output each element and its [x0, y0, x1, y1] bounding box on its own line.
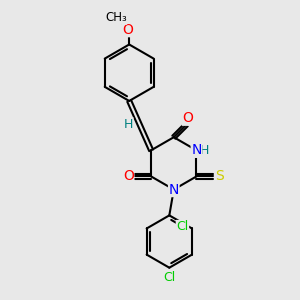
Text: Cl: Cl	[163, 271, 176, 284]
Text: Cl: Cl	[176, 220, 189, 233]
Text: CH₃: CH₃	[105, 11, 127, 24]
Text: N: N	[169, 182, 179, 197]
Text: H: H	[200, 144, 209, 157]
Text: O: O	[182, 111, 193, 125]
Text: O: O	[123, 169, 134, 184]
Text: O: O	[122, 22, 133, 37]
Text: N: N	[191, 143, 202, 157]
Text: S: S	[215, 169, 224, 184]
Text: H: H	[124, 118, 133, 130]
